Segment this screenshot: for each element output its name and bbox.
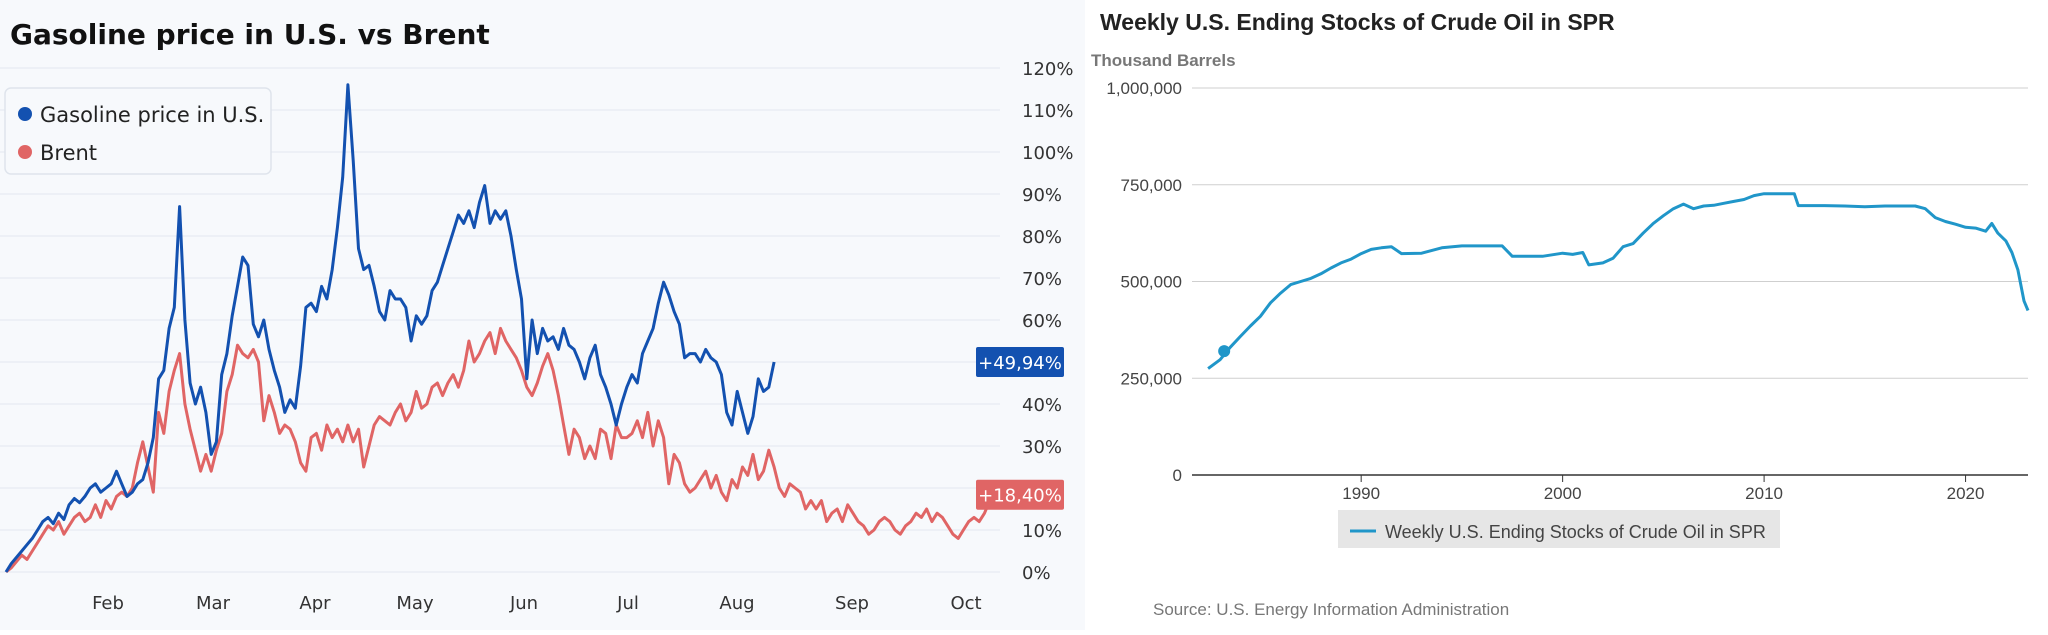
x-tick-label: Aug [719,593,754,614]
x-tick-label: 1990 [1342,484,1380,503]
spr-chart-panel: Weekly U.S. Ending Stocks of Crude Oil i… [1088,0,2048,630]
y-tick-label: 750,000 [1121,176,1182,195]
gasoline-brent-chart: Gasoline price in U.S. vs Brent 120% 110%… [0,18,1073,614]
legend: Weekly U.S. Ending Stocks of Crude Oil i… [1338,510,1780,548]
x-tick-label: Apr [299,593,331,614]
x-tick-label: Jul [616,593,639,614]
y-tick-label: 120% [1022,59,1073,80]
y-tick-label: 0% [1022,563,1051,584]
x-tick-label: Feb [92,593,124,614]
x-tick-label: 2020 [1947,484,1985,503]
y-tick-label: 70% [1022,269,1062,290]
y-tick-label: 250,000 [1121,369,1182,388]
y-tick-label: 1,000,000 [1106,79,1182,98]
spr-chart: Weekly U.S. Ending Stocks of Crude Oil i… [1091,9,2030,619]
x-axis-ticks: 1990 2000 2010 2020 [1342,475,1984,503]
y-tick-label: 60% [1022,311,1062,332]
x-axis-ticks: Feb Mar Apr May Jun Jul Aug Sep Oct [92,593,982,614]
y-tick-label: 0 [1173,466,1182,485]
end-label-gasoline-box [976,347,1064,377]
x-tick-label: Mar [196,593,231,614]
y-tick-label: 10% [1022,521,1062,542]
y-tick-label: 100% [1022,143,1073,164]
gridlines [1192,87,2028,379]
x-tick-label: 2000 [1544,484,1582,503]
legend-label-gasoline[interactable]: Gasoline price in U.S. [40,103,264,127]
y-tick-label: 30% [1022,437,1062,458]
end-label-brent: +18,40% [978,486,1062,507]
y-axis-ticks: 1,000,000 750,000 500,000 250,000 0 [1106,79,1182,485]
chart-title: Gasoline price in U.S. vs Brent [10,18,490,51]
x-tick-label: 2010 [1745,484,1783,503]
series-lines [4,83,997,574]
end-label-brent-box [976,479,1064,510]
y-tick-label: 110% [1022,101,1073,122]
y-tick-label: 40% [1022,395,1062,416]
source-note: Source: U.S. Energy Information Administ… [1153,600,1509,619]
data-point-marker [1218,345,1231,358]
y-tick-label: 80% [1022,227,1062,248]
legend-box [4,87,272,175]
legend-box [1338,510,1780,548]
y-tick-label: 90% [1022,185,1062,206]
series-line-spr [1207,192,2030,370]
legend-label-spr[interactable]: Weekly U.S. Ending Stocks of Crude Oil i… [1385,522,1766,542]
chart-title: Weekly U.S. Ending Stocks of Crude Oil i… [1100,9,1615,35]
y-tick-label: 500,000 [1121,273,1182,292]
x-tick-label: Sep [835,593,869,614]
legend-marker-brent [18,145,32,159]
x-tick-label: Jun [509,593,538,614]
x-tick-label: May [396,593,434,614]
series-lines [1207,192,2030,370]
legend-label-brent[interactable]: Brent [40,141,97,165]
series-line-gasoline [4,83,776,573]
legend-marker-gasoline [18,107,32,121]
series-line-brent [5,326,997,574]
gasoline-brent-chart-panel: Gasoline price in U.S. vs Brent 120% 110%… [0,18,1074,614]
x-tick-label: Oct [950,593,981,614]
end-value-labels: +49,94% +18,40% [976,347,1064,510]
end-label-gasoline: +49,94% [978,353,1062,374]
legend: Gasoline price in U.S. Brent [4,87,272,175]
y-axis-label: Thousand Barrels [1091,51,1236,70]
